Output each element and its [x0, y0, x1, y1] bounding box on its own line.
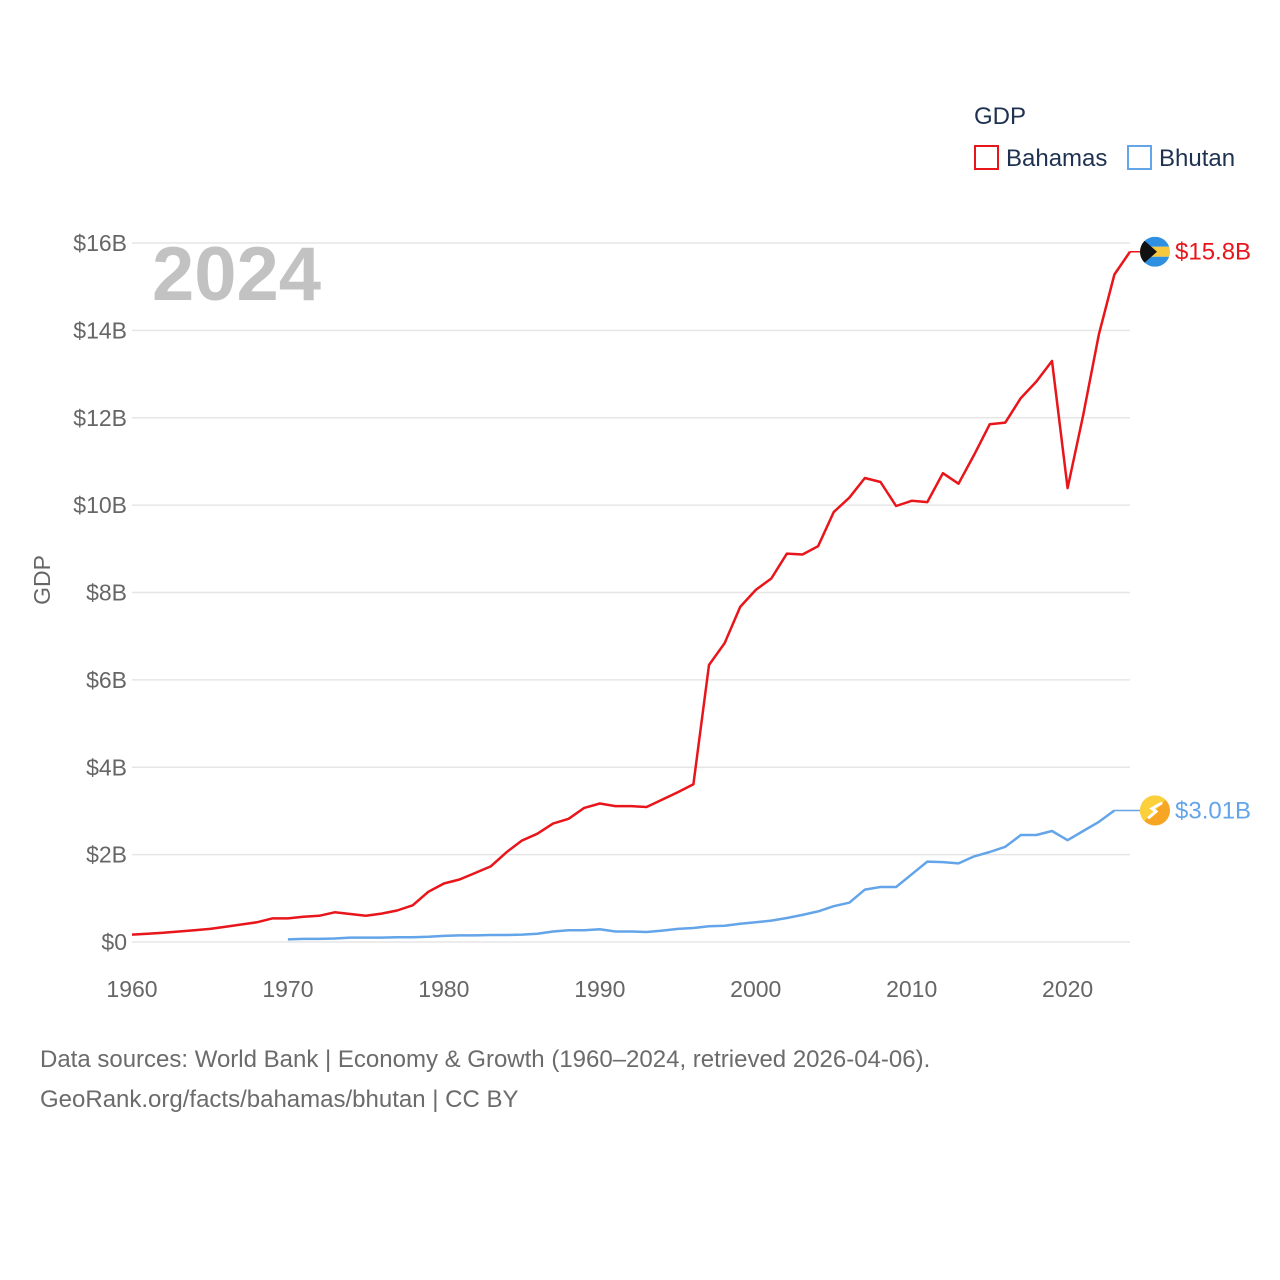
- y-tick-label: $12B: [73, 405, 127, 431]
- y-tick-label: $16B: [73, 230, 127, 256]
- series-end-markers: $15.8B $3.01B: [1114, 236, 1251, 826]
- y-tick-label: $14B: [73, 317, 127, 343]
- y-tick-label: $2B: [86, 842, 127, 868]
- x-tick-label: 1980: [418, 976, 469, 1002]
- y-tick-label: $6B: [86, 667, 127, 693]
- series-line-bhutan[interactable]: [287, 809, 1116, 941]
- legend-label-bahamas[interactable]: Bahamas: [1006, 145, 1107, 172]
- x-tick-label: 1990: [574, 976, 625, 1002]
- series-lines: [131, 250, 1132, 941]
- x-tick-label: 1960: [106, 976, 157, 1002]
- bahamas-flag-icon: [1140, 236, 1170, 267]
- end-value-label-bahamas: $15.8B: [1175, 239, 1251, 266]
- y-axis-label: GDP: [29, 555, 55, 605]
- x-tick-label: 2000: [730, 976, 781, 1002]
- legend-title: GDP: [974, 103, 1026, 130]
- legend[interactable]: GDP Bahamas Bhutan: [974, 103, 1235, 172]
- legend-label-bhutan[interactable]: Bhutan: [1159, 145, 1235, 172]
- source-line: Data sources: World Bank | Economy & Gro…: [40, 1046, 931, 1073]
- grid-lines: [132, 242, 1130, 943]
- year-watermark: 2024: [152, 232, 321, 317]
- series-line-bahamas[interactable]: [131, 250, 1132, 936]
- gdp-line-chart: $0 $2B $4B $6B $8B $10B $12B $14B $16B 1960 1970 19…: [29, 103, 1251, 1002]
- axes: $0 $2B $4B $6B $8B $10B $12B $14B $16B 1960 1970 19…: [73, 230, 1093, 1002]
- y-tick-label: $4B: [86, 754, 127, 780]
- end-value-label-bhutan: $3.01B: [1175, 798, 1251, 825]
- legend-swatch-bahamas[interactable]: [974, 145, 999, 170]
- x-tick-label: 1970: [262, 976, 313, 1002]
- x-tick-label: 2010: [886, 976, 937, 1002]
- attribution-line[interactable]: GeoRank.org/facts/bahamas/bhutan | CC BY: [40, 1086, 519, 1113]
- y-tick-label: $10B: [73, 492, 127, 518]
- source-footer: Data sources: World Bank | Economy & Gro…: [40, 1040, 1240, 1120]
- y-tick-label: $0: [101, 929, 127, 955]
- bhutan-flag-icon: [1140, 795, 1170, 826]
- legend-swatch-bhutan[interactable]: [1127, 145, 1152, 170]
- x-tick-label: 2020: [1042, 976, 1093, 1002]
- y-tick-label: $8B: [86, 580, 127, 606]
